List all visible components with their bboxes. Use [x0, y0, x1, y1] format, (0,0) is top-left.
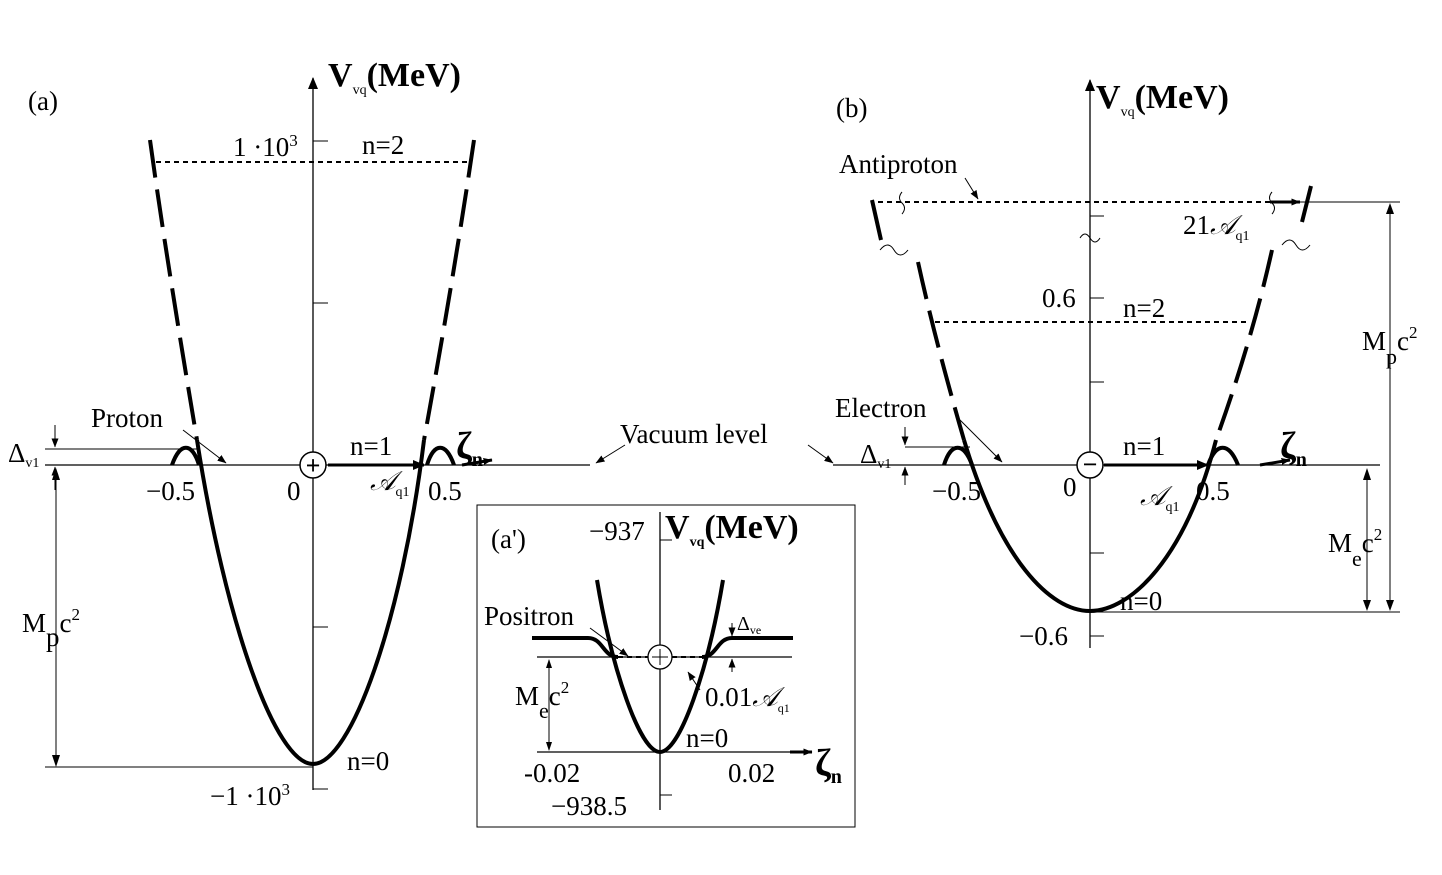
- panel-a-prime-x-tick-neg: -0.02: [524, 758, 580, 788]
- panel-a-charge: +: [306, 451, 321, 480]
- panel-a-y-tick-bottom: −1 ·103: [210, 780, 290, 811]
- panel-b-x-axis-title: ζn: [1280, 425, 1307, 471]
- panel-b-particle-pointer: [959, 419, 1003, 463]
- panel-a-prime-step-right: [701, 636, 793, 659]
- panel-a-prime-mass-label: Mec2: [515, 678, 569, 723]
- vacuum-level-pointer-left: [595, 444, 626, 464]
- panel-a-level-n2-label: n=2: [362, 130, 404, 160]
- panel-a-prime-y-tick-top: −937: [589, 516, 645, 546]
- panel-b-charge: −: [1083, 450, 1098, 479]
- panel-a-particle-label: Proton: [91, 403, 164, 433]
- panel-b-y-ticks: [1090, 215, 1104, 637]
- panel-b-break-axis: [1079, 233, 1101, 243]
- panel-b-bump-right: [1206, 445, 1240, 466]
- panel-b-bump-left: [942, 445, 974, 466]
- panel-b-parabola-dashed-left: [916, 261, 966, 441]
- panel-a-prime-particle-pointer: [589, 627, 629, 657]
- panel-b-width-label: 𝒜q1: [1140, 481, 1180, 515]
- panel-a-prime-level-n0-label: n=0: [686, 723, 728, 753]
- panel-b-parabola-dashed-right: [1214, 249, 1274, 441]
- panel-b-y-axis-title: Vvq(MeV): [1096, 79, 1229, 120]
- panel-a-x-tick-neg: −0.5: [146, 476, 195, 506]
- panel-b-x-tick-zero: 0: [1063, 472, 1077, 502]
- panel-b-y-tick-bottom: −0.6: [1019, 621, 1068, 651]
- panel-b-x-tick-neg: −0.5: [932, 476, 981, 506]
- panel-a-width-label: 𝒜q1: [370, 466, 410, 500]
- panel-b-x-arrow: [1259, 457, 1291, 467]
- panel-b-break-left: [879, 244, 909, 256]
- panel-b-parabola-top-right: [1300, 185, 1313, 223]
- panel-a-delta-label: Δv1: [8, 438, 39, 471]
- panel-a-prime-delta-label: Δve: [737, 613, 761, 637]
- panel-a-prime-y-tick-bottom: −938.5: [551, 791, 627, 821]
- panel-a-charge-circle: [299, 451, 327, 479]
- panel-a-prime-x-axis-title: ζn: [815, 742, 842, 788]
- panel-b-label: (b): [836, 93, 867, 123]
- vacuum-level-label: Vacuum level: [620, 419, 768, 449]
- panel-a-prime-particle-label: Positron: [484, 601, 575, 631]
- panel-b-break-antiproton-left: [899, 191, 905, 215]
- vacuum-level-pointer-right: [807, 444, 834, 464]
- panel-b-y-tick-top: 0.6: [1042, 283, 1076, 313]
- panel-a-y-axis-title: Vvq(MeV): [328, 57, 461, 98]
- panel-a: (a) Vvq(MeV) 1 ·103 −1 ·103 −0.5 0 0.5 n…: [8, 57, 590, 811]
- panel-a-y-ticks: [313, 140, 328, 790]
- panel-b-break-right: [1281, 239, 1311, 251]
- panel-a-bump-right: [425, 445, 456, 466]
- panel-b-antiproton-width-label: 21𝒜q1: [1183, 210, 1250, 244]
- panel-a-parabola-dashed-right: [422, 139, 476, 441]
- panel-b-mass-p-label: Mpc2: [1362, 323, 1418, 369]
- panel-a-x-tick-pos: 0.5: [428, 476, 462, 506]
- panel-b-antiparticle-pointer: [964, 177, 979, 200]
- panel-a-mass-label: Mpc2: [22, 605, 80, 652]
- panel-a-y-tick-top: 1 ·103: [233, 131, 298, 162]
- panel-b-level-n0-label: n=0: [1120, 586, 1162, 616]
- panel-a-prime-parabola: [595, 579, 725, 755]
- panel-a-parabola-dashed-left: [148, 139, 199, 441]
- panel-a-prime-y-axis-title: Vvq(MeV): [665, 509, 799, 550]
- panel-b-delta-label: Δv1: [860, 439, 891, 472]
- panel-b-level-n1-label: n=1: [1123, 431, 1165, 461]
- panel-b-level-n2-label: n=2: [1123, 293, 1165, 323]
- panel-a-level-n1-label: n=1: [350, 431, 392, 461]
- panel-a-prime-step-left: [532, 636, 619, 659]
- panel-b-antiparticle-label: Antiproton: [839, 149, 958, 179]
- panel-b-parabola-top-left: [870, 199, 883, 241]
- panel-a-x-arrow: [461, 457, 493, 467]
- panel-a-prime: (a') Vvq(MeV) −937 −938.5 -0.02 0.02 Pos…: [476, 504, 856, 828]
- panel-b-charge-circle: [1076, 451, 1104, 479]
- panel-a-x-axis-title: ζn: [456, 425, 483, 471]
- panel-a-particle-pointer: [182, 429, 227, 464]
- panel-b-mass-e-label: Mec2: [1328, 525, 1382, 571]
- panel-a-bump-left: [170, 445, 201, 466]
- panel-b: (b) Vvq(MeV) 0.6 −0.6 −0.5 0 0.5: [833, 79, 1418, 651]
- panel-a-label: (a): [28, 86, 58, 116]
- panel-a-x-tick-zero: 0: [287, 476, 301, 506]
- panel-a-prime-x-tick-pos: 0.02: [728, 758, 775, 788]
- panel-a-prime-label: (a'): [491, 524, 526, 554]
- panel-b-particle-label: Electron: [835, 393, 927, 423]
- panel-a-prime-width-label: 0.01𝒜q1: [705, 682, 790, 715]
- panel-a-level-n0-label: n=0: [347, 746, 389, 776]
- panel-a-parabola: [195, 439, 426, 767]
- panel-b-parabola: [962, 439, 1218, 614]
